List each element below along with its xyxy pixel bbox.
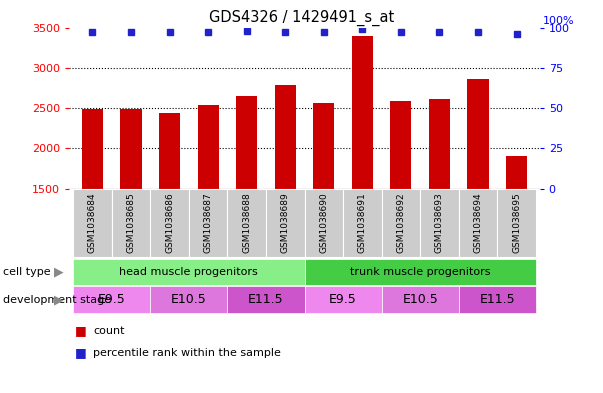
Text: 100%: 100% <box>543 16 574 26</box>
Text: GSM1038693: GSM1038693 <box>435 193 444 253</box>
Text: ▶: ▶ <box>54 293 63 307</box>
Bar <box>467 79 488 189</box>
Text: percentile rank within the sample: percentile rank within the sample <box>93 347 282 358</box>
Bar <box>429 99 450 189</box>
Text: GSM1038688: GSM1038688 <box>242 193 251 253</box>
Text: ■: ■ <box>75 324 87 338</box>
Bar <box>159 113 180 189</box>
Bar <box>313 103 335 189</box>
Text: GSM1038685: GSM1038685 <box>127 193 136 253</box>
Bar <box>82 109 103 189</box>
Text: GSM1038690: GSM1038690 <box>320 193 328 253</box>
Text: development stage: development stage <box>3 295 111 305</box>
Text: GDS4326 / 1429491_s_at: GDS4326 / 1429491_s_at <box>209 10 394 26</box>
Bar <box>121 109 142 189</box>
Bar <box>390 101 411 189</box>
Text: GSM1038694: GSM1038694 <box>473 193 482 253</box>
Text: ▶: ▶ <box>54 265 63 279</box>
Text: GSM1038691: GSM1038691 <box>358 193 367 253</box>
Text: count: count <box>93 326 125 336</box>
Bar <box>352 37 373 189</box>
Bar <box>274 85 296 189</box>
Text: GSM1038686: GSM1038686 <box>165 193 174 253</box>
Bar <box>506 156 527 189</box>
Text: GSM1038695: GSM1038695 <box>512 193 521 253</box>
Text: ■: ■ <box>75 346 87 359</box>
Bar <box>236 96 257 189</box>
Text: E9.5: E9.5 <box>98 293 125 307</box>
Text: E11.5: E11.5 <box>479 293 515 307</box>
Text: E10.5: E10.5 <box>171 293 207 307</box>
Bar <box>198 105 219 189</box>
Text: GSM1038684: GSM1038684 <box>88 193 97 253</box>
Text: head muscle progenitors: head muscle progenitors <box>119 267 258 277</box>
Text: E10.5: E10.5 <box>402 293 438 307</box>
Text: cell type: cell type <box>3 267 51 277</box>
Text: trunk muscle progenitors: trunk muscle progenitors <box>350 267 490 277</box>
Text: E11.5: E11.5 <box>248 293 284 307</box>
Text: GSM1038689: GSM1038689 <box>281 193 289 253</box>
Text: E9.5: E9.5 <box>329 293 357 307</box>
Text: GSM1038692: GSM1038692 <box>396 193 405 253</box>
Text: GSM1038687: GSM1038687 <box>204 193 213 253</box>
